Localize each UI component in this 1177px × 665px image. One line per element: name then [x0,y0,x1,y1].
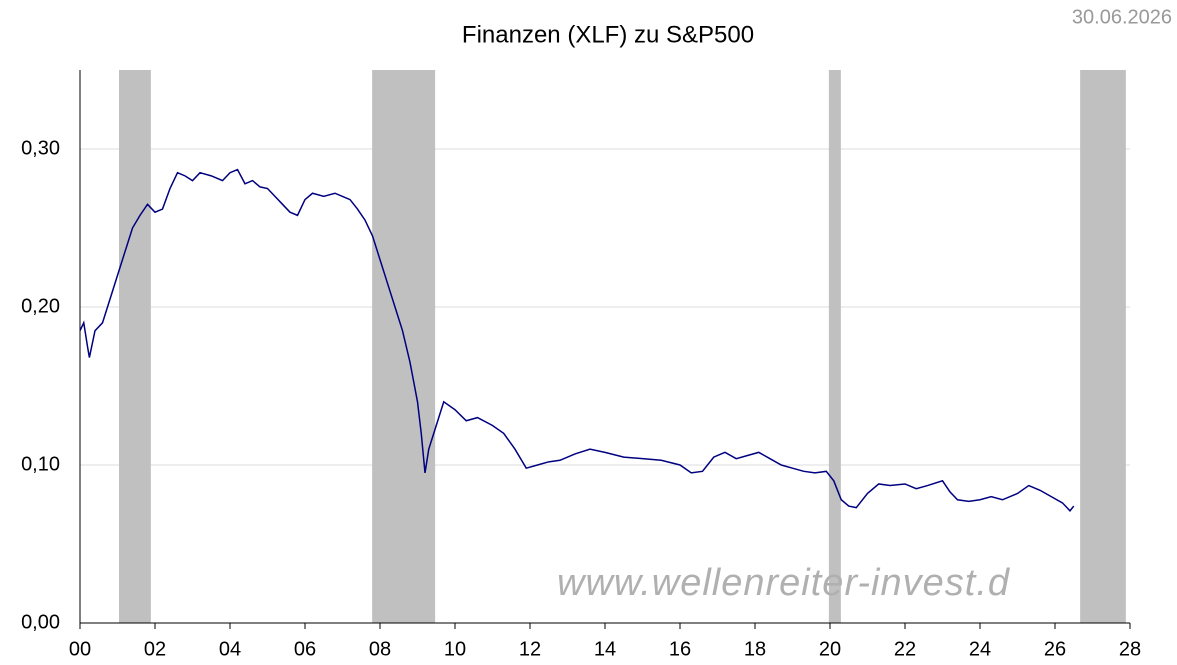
recession-band [119,70,151,623]
y-tick-label: 0,10 [21,453,60,475]
y-tick-label: 0,20 [21,295,60,317]
x-tick-label: 22 [894,638,916,660]
x-tick-label: 00 [69,638,91,660]
recession-band [828,70,841,623]
x-tick-label: 06 [294,638,316,660]
x-tick-label: 16 [669,638,691,660]
x-tick-label: 24 [969,638,991,660]
data-line [79,168,1075,512]
x-tick-label: 14 [594,638,616,660]
x-tick-label: 26 [1044,638,1066,660]
recession-band [1080,70,1126,623]
x-tick-label: 18 [744,638,766,660]
y-tick-label: 0,00 [21,611,60,633]
x-tick-label: 28 [1119,638,1141,660]
recession-band [372,70,436,623]
y-tick-label: 0,30 [21,137,60,159]
x-tick-label: 12 [519,638,541,660]
watermark: www.wellenreiter-invest.d [557,562,1011,604]
x-tick-label: 02 [144,638,166,660]
x-tick-label: 10 [444,638,466,660]
x-tick-label: 04 [219,638,241,660]
x-tick-label: 20 [819,638,841,660]
date-label: 30.06.2026 [1072,6,1172,28]
chart-title: Finanzen (XLF) zu S&P500 [462,21,754,48]
x-tick-label: 08 [369,638,391,660]
